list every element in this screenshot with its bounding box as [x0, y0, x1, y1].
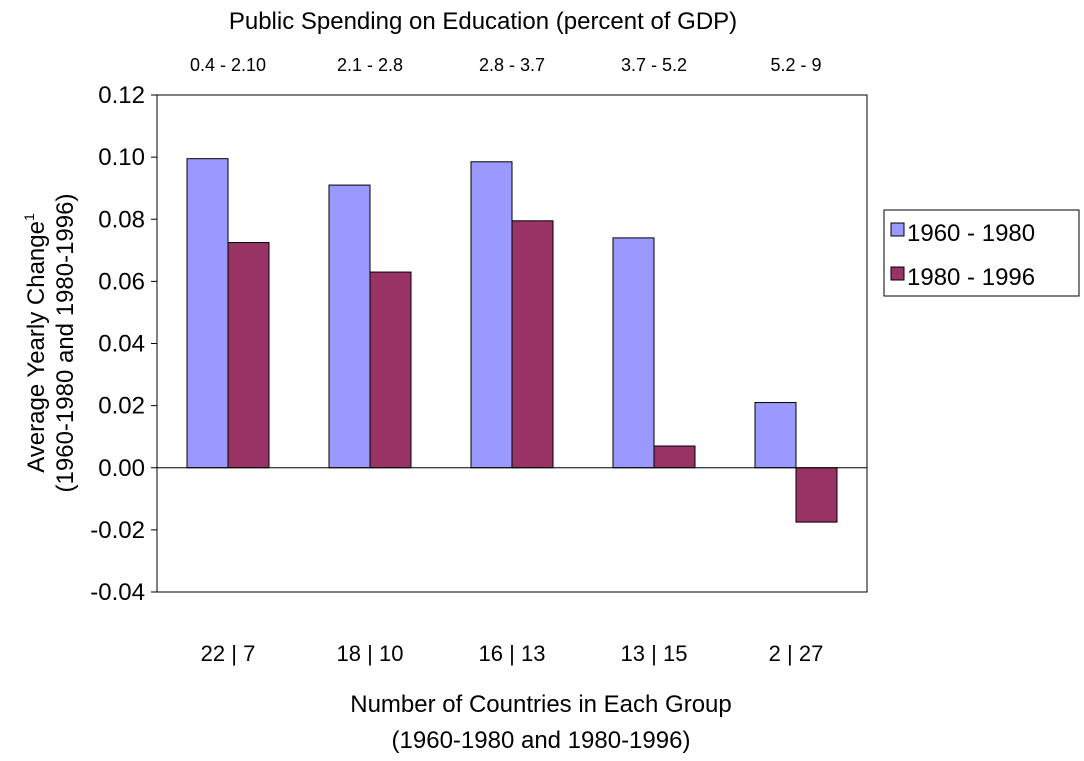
x-axis-title: Number of Countries in Each Group: [350, 691, 732, 718]
y-tick-label: 0.04: [98, 331, 145, 358]
y-axis-title: Average Yearly Change1: [21, 213, 50, 473]
y-tick-label: -0.04: [90, 579, 145, 606]
y-tick-label: 0.10: [98, 144, 145, 171]
y-axis-subtitle: (1960-1980 and 1980-1996): [52, 194, 79, 493]
top-category-labels: 0.4 - 2.10 2.1 - 2.8 2.8 - 3.7 3.7 - 5.2 5.2…: [190, 55, 822, 75]
chart-title: Public Spending on Education (percent of…: [229, 8, 737, 35]
bar-1960-1980: [186, 158, 229, 469]
country-count-label: 18 | 10: [337, 641, 404, 666]
legend-swatch-1980-1996: [890, 266, 905, 281]
y-axis-title-superscript: 1: [21, 213, 37, 221]
category-label: 0.4 - 2.10: [190, 55, 266, 75]
y-tick-label: 0.02: [98, 393, 145, 420]
bar-1960-1980: [328, 184, 371, 469]
y-axis-title-text: Average Yearly Change: [23, 221, 50, 473]
country-count-label: 13 | 15: [621, 641, 688, 666]
bar-1960-1980: [612, 237, 655, 469]
legend: 1960 - 1980 1980 - 1996: [883, 209, 1080, 297]
y-tick-label: 0.08: [98, 206, 145, 233]
bar-1980-1996: [653, 445, 696, 469]
bar-1980-1996: [795, 467, 838, 523]
category-label: 2.1 - 2.8: [337, 55, 403, 75]
category-label: 3.7 - 5.2: [621, 55, 687, 75]
y-tick-label: -0.02: [90, 517, 145, 544]
bars: [186, 158, 838, 523]
bar-1980-1996: [227, 242, 270, 469]
y-tick-label: 0.06: [98, 268, 145, 295]
bar-1960-1980: [470, 161, 513, 469]
country-count-label: 16 | 13: [479, 641, 546, 666]
bar-1980-1996: [511, 220, 554, 469]
country-count-label: 2 | 27: [769, 641, 824, 666]
legend-swatch-1960-1980: [890, 222, 905, 237]
legend-label-1980-1996: 1980 - 1996: [907, 264, 1035, 291]
y-tick-label: 0.12: [98, 82, 145, 109]
bar-1980-1996: [369, 271, 412, 469]
legend-label-1960-1980: 1960 - 1980: [907, 220, 1035, 247]
country-count-labels: 22 | 7 18 | 10 16 | 13 13 | 15 2 | 27: [201, 641, 824, 666]
y-tick-label: 0.00: [98, 455, 145, 482]
bar-1960-1980: [754, 402, 797, 469]
category-label: 5.2 - 9: [770, 55, 821, 75]
country-count-label: 22 | 7: [201, 641, 256, 666]
y-axis: 0.12 0.10 0.08 0.06 0.04 0.02 0.00 -0.02 -0.04: [90, 82, 157, 606]
legend-box: [883, 209, 1080, 297]
x-axis-subtitle: (1960-1980 and 1980-1996): [392, 727, 691, 754]
category-label: 2.8 - 3.7: [479, 55, 545, 75]
